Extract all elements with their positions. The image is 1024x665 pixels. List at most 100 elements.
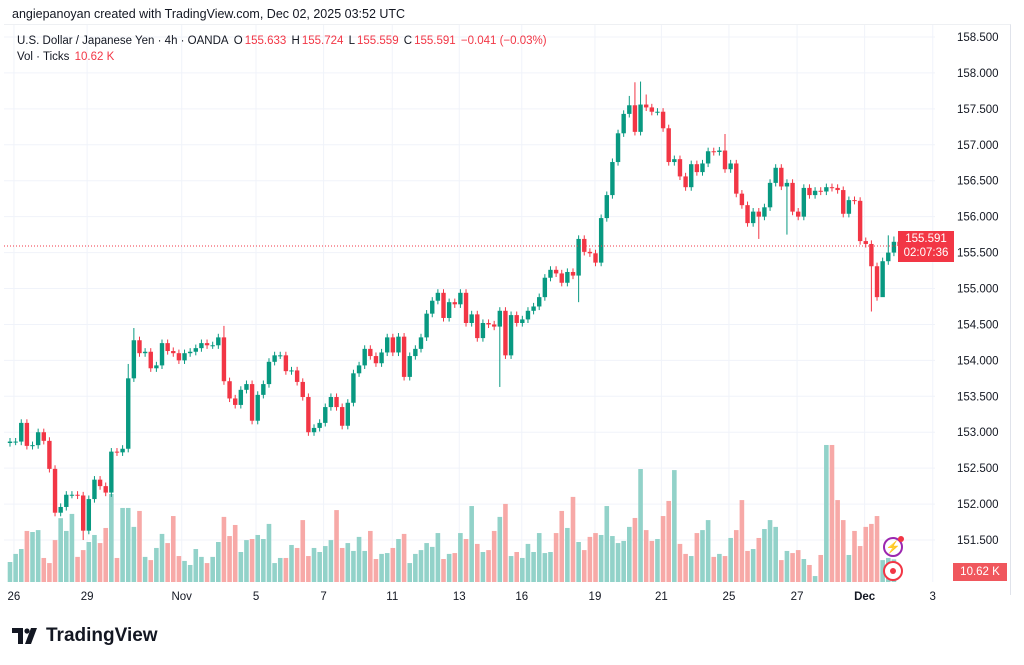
volume-bar bbox=[565, 527, 570, 582]
candle bbox=[643, 94, 649, 112]
candle bbox=[767, 179, 773, 211]
volume-bar bbox=[559, 510, 565, 582]
candle bbox=[120, 445, 125, 456]
record-icon[interactable] bbox=[883, 561, 903, 581]
candle bbox=[278, 351, 283, 359]
candle-body bbox=[69, 494, 75, 496]
candle bbox=[187, 348, 193, 357]
volume-bar bbox=[503, 503, 508, 582]
candle-body bbox=[880, 261, 885, 298]
volume-bar bbox=[413, 553, 418, 582]
volume-bar bbox=[317, 552, 322, 582]
candle bbox=[627, 95, 632, 118]
candle-body bbox=[261, 384, 266, 395]
volume-bar bbox=[204, 563, 210, 582]
tradingview-logo[interactable]: TradingView bbox=[12, 625, 158, 647]
volume-bar bbox=[458, 533, 463, 582]
time-tick-label: 16 bbox=[515, 591, 528, 603]
volume-bar bbox=[227, 536, 232, 582]
candle bbox=[430, 297, 435, 318]
candle bbox=[390, 333, 396, 357]
volume-bar bbox=[244, 540, 249, 582]
candle bbox=[204, 339, 210, 349]
candle bbox=[711, 147, 716, 156]
candle bbox=[148, 348, 153, 372]
volume-bar bbox=[632, 517, 638, 582]
candle bbox=[520, 315, 525, 327]
candle bbox=[441, 289, 446, 322]
volume-bar bbox=[756, 537, 762, 582]
candle-body bbox=[711, 151, 716, 153]
candle-body bbox=[368, 348, 373, 357]
candle-body bbox=[126, 378, 131, 449]
candle-body bbox=[886, 252, 891, 262]
candle-body bbox=[508, 315, 514, 356]
candle-body bbox=[565, 271, 570, 283]
candle bbox=[829, 183, 835, 192]
candle-body bbox=[762, 207, 767, 217]
candle bbox=[790, 179, 795, 216]
volume-bar bbox=[159, 533, 165, 582]
candle bbox=[233, 394, 238, 409]
volume-bar bbox=[283, 557, 289, 582]
candle-body bbox=[857, 200, 863, 242]
volume-bar bbox=[232, 524, 238, 582]
candle-body bbox=[424, 313, 429, 338]
candle bbox=[35, 428, 41, 449]
volume-bar bbox=[863, 526, 869, 582]
candle-body bbox=[80, 495, 86, 531]
candle bbox=[683, 172, 688, 191]
candle-body bbox=[694, 164, 700, 173]
candle-body bbox=[458, 292, 463, 305]
candle bbox=[807, 184, 812, 199]
candle-body bbox=[137, 340, 142, 354]
price-tick-label: 152.500 bbox=[957, 463, 999, 475]
candle bbox=[475, 310, 480, 342]
candle bbox=[418, 333, 424, 353]
lightning-icon[interactable]: ⚡ bbox=[883, 536, 904, 557]
volume-bar bbox=[745, 550, 750, 582]
candle bbox=[801, 184, 807, 221]
candle-body bbox=[210, 345, 215, 347]
symbol-title[interactable]: U.S. Dollar / Japanese Yen · 4h · OANDA bbox=[17, 35, 229, 47]
candle-body bbox=[480, 323, 486, 339]
candle-body bbox=[401, 336, 407, 377]
volume-label[interactable]: Vol · Ticks bbox=[17, 51, 70, 63]
volume-bar bbox=[30, 532, 35, 582]
volume-bar bbox=[216, 542, 221, 582]
candle-body bbox=[643, 104, 649, 108]
candle bbox=[109, 448, 114, 497]
candle bbox=[182, 349, 187, 364]
candle-body bbox=[796, 211, 801, 217]
volume-bar bbox=[638, 469, 643, 582]
volume-bar bbox=[114, 557, 120, 582]
volume-bar bbox=[581, 550, 587, 582]
candle bbox=[660, 108, 666, 132]
time-tick-label: 25 bbox=[723, 591, 736, 603]
volume-bar bbox=[97, 543, 103, 582]
volume-bar bbox=[35, 530, 41, 582]
volume-bar bbox=[92, 534, 97, 582]
candle bbox=[886, 235, 891, 265]
candle-body bbox=[193, 348, 198, 352]
candle-body bbox=[86, 499, 92, 531]
volume-bar bbox=[148, 560, 154, 582]
candle-body bbox=[869, 243, 874, 267]
legend-row-volume: Vol · Ticks 10.62 K bbox=[17, 49, 549, 65]
volume-bar bbox=[24, 530, 30, 582]
price-tick-label: 156.500 bbox=[957, 176, 999, 188]
volume-bar bbox=[784, 550, 790, 582]
volume-bar bbox=[18, 549, 24, 582]
candle bbox=[7, 437, 13, 447]
volume-bar bbox=[249, 539, 255, 582]
time-tick-label: 11 bbox=[386, 591, 398, 603]
candle bbox=[841, 186, 846, 218]
volume-bar bbox=[368, 530, 373, 582]
candle-body bbox=[52, 468, 58, 513]
candle bbox=[339, 403, 345, 430]
candle bbox=[216, 333, 221, 349]
candle bbox=[407, 352, 412, 381]
volume-bar bbox=[874, 516, 880, 582]
candle-body bbox=[598, 218, 604, 263]
